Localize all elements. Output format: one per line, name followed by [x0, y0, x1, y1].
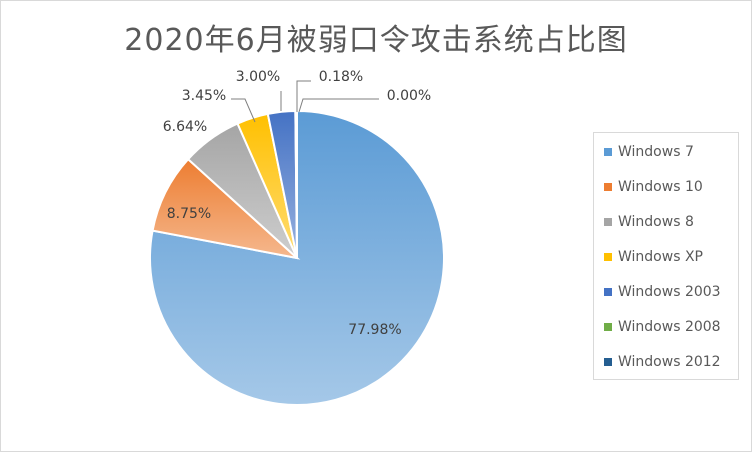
legend-swatch	[604, 358, 612, 366]
leader-line-windows-xp	[231, 98, 256, 123]
legend-item-windows-7: Windows 7	[604, 141, 694, 163]
legend-swatch	[604, 323, 612, 331]
data-label-windows-2012: 0.00%	[387, 88, 431, 104]
data-label-windows-2008: 0.18%	[319, 69, 363, 85]
legend-label: Windows 8	[618, 214, 694, 230]
data-label-windows-10: 8.75%	[167, 206, 211, 222]
legend-swatch	[604, 253, 612, 261]
legend-label: Windows XP	[618, 249, 703, 265]
legend-label: Windows 2008	[618, 319, 721, 335]
data-label-windows-xp: 3.45%	[182, 88, 226, 104]
legend-item-windows-2008: Windows 2008	[604, 316, 721, 338]
data-label-windows-2003: 3.00%	[236, 69, 280, 85]
legend-swatch	[604, 148, 612, 156]
legend-item-windows-2012: Windows 2012	[604, 351, 721, 373]
legend-item-windows-10: Windows 10	[604, 176, 703, 198]
legend-swatch	[604, 183, 612, 191]
data-label-windows-7: 77.98%	[348, 322, 401, 338]
data-label-windows-8: 6.64%	[163, 119, 207, 135]
legend-item-windows-xp: Windows XP	[604, 246, 703, 268]
legend-label: Windows 7	[618, 144, 694, 160]
legend-swatch	[604, 288, 612, 296]
legend-item-windows-8: Windows 8	[604, 211, 694, 233]
chart-legend: Windows 7 Windows 10 Windows 8 Windows XP Wi…	[593, 132, 739, 380]
legend-label: Windows 2012	[618, 354, 721, 370]
legend-item-windows-2003: Windows 2003	[604, 281, 721, 303]
legend-label: Windows 2003	[618, 284, 721, 300]
legend-swatch	[604, 218, 612, 226]
chart-title: 2020年6月被弱口令攻击系统占比图	[124, 23, 628, 58]
leader-line-windows-2012	[298, 98, 379, 113]
legend-label: Windows 10	[618, 179, 703, 195]
leader-line-windows-2008	[296, 80, 311, 112]
